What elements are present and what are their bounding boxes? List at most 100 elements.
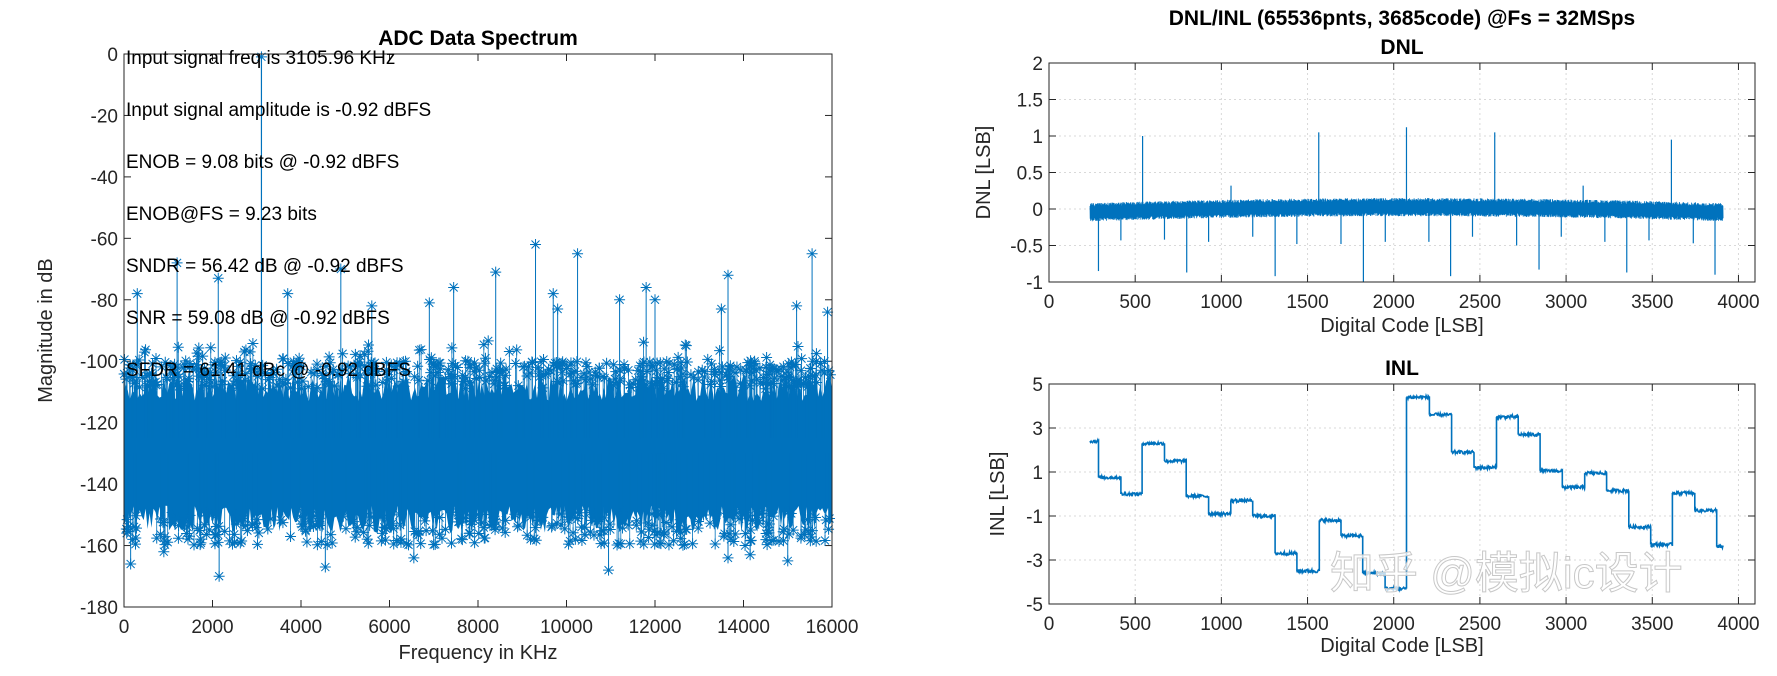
noise-marker [811, 376, 823, 388]
noise-marker [364, 380, 376, 392]
noise-marker [496, 522, 508, 534]
spur-marker [408, 552, 420, 564]
noise-marker [446, 342, 458, 354]
inl-segment [1340, 531, 1364, 574]
y-tick-label: 3 [1032, 419, 1043, 440]
noise-marker [173, 520, 185, 532]
noise-marker [687, 538, 699, 550]
noise-marker [194, 539, 206, 551]
noise-marker [482, 335, 494, 347]
noise-marker [228, 528, 240, 540]
x-axis-label: Frequency in KHz [399, 642, 558, 664]
noise-marker [762, 369, 774, 381]
noise-marker [556, 366, 568, 378]
noise-marker [412, 360, 424, 372]
noise-marker [240, 520, 252, 532]
noise-marker [329, 380, 341, 392]
noise-marker [545, 365, 557, 377]
noise-marker [364, 519, 376, 531]
x-tick-label: 1500 [1286, 292, 1328, 313]
noise-marker [313, 509, 325, 521]
noise-marker [205, 342, 217, 354]
x-tick-label: 10000 [540, 617, 593, 638]
noise-marker [773, 535, 785, 547]
noise-marker [783, 358, 795, 370]
noise-marker [349, 531, 361, 543]
noise-marker [534, 371, 546, 383]
noise-marker [262, 374, 274, 386]
spur-marker [125, 558, 137, 570]
spur-marker [319, 561, 331, 573]
noise-marker [204, 367, 216, 379]
noise-marker [592, 371, 604, 383]
noise-marker [219, 352, 231, 364]
noise-marker [783, 506, 795, 518]
noise-marker [810, 348, 822, 360]
noise-marker [663, 539, 675, 551]
noise-marker [460, 355, 472, 367]
noise-marker [348, 516, 360, 528]
noise-marker [823, 365, 835, 377]
noise-marker [206, 509, 218, 521]
noise-marker [484, 370, 496, 382]
noise-marker [555, 519, 567, 531]
noise-marker [184, 357, 196, 369]
noise-marker [469, 514, 481, 526]
annotation-text: SNR = 59.08 dB @ -0.92 dBFS [126, 308, 390, 329]
noise-marker [641, 366, 653, 378]
noise-marker [486, 519, 498, 531]
noise-marker [392, 380, 404, 392]
noise-marker [224, 535, 236, 547]
noise-marker [630, 519, 642, 531]
noise-marker [364, 368, 376, 380]
noise-marker [232, 376, 244, 388]
spur-marker [649, 294, 661, 306]
noise-marker [358, 526, 370, 538]
noise-marker [536, 370, 548, 382]
noise-marker [218, 360, 230, 372]
inl-segment [1319, 516, 1342, 536]
noise-marker [815, 357, 827, 369]
noise-marker [452, 362, 464, 374]
noise-marker [194, 525, 206, 536]
noise-marker [140, 344, 152, 356]
noise-marker [787, 524, 799, 536]
x-tick-label: 8000 [457, 617, 499, 638]
noise-marker [604, 523, 616, 535]
inl-plot: 0 500 1000 1500 2000 2500 3000 3500 4000 5 3 1 -1 -3 -… [987, 357, 1760, 657]
y-tick-label: -3 [1026, 551, 1043, 572]
noise-marker [696, 364, 708, 376]
noise-marker [458, 512, 470, 524]
noise-marker [611, 376, 623, 388]
noise-marker [240, 368, 252, 380]
noise-marker [810, 369, 822, 381]
noise-marker [772, 365, 784, 377]
noise-marker [209, 538, 221, 550]
noise-marker [294, 511, 306, 523]
noise-marker [428, 539, 440, 551]
noise-marker [709, 538, 721, 550]
noise-marker [193, 342, 205, 354]
x-tick-label: 2000 [191, 617, 233, 638]
inl-segment [1694, 506, 1718, 547]
noise-marker [436, 532, 448, 544]
noise-marker [344, 368, 356, 380]
noise-marker [121, 367, 133, 379]
noise-marker [781, 366, 793, 378]
inl-segment [1362, 568, 1386, 589]
noise-marker [652, 526, 664, 538]
noise-marker [495, 357, 507, 369]
series [1089, 392, 1724, 593]
noise-marker [592, 516, 604, 528]
noise-marker [576, 535, 588, 547]
noise-marker [275, 514, 287, 526]
noise-marker [618, 359, 630, 371]
annotation-text: SFDR = 61.41 dBc @ -0.92 dBFS [126, 360, 411, 381]
inl-segment [1495, 412, 1519, 435]
x-tick-label: 4000 [280, 617, 322, 638]
noise-marker [499, 526, 511, 538]
x-tick-label: 12000 [629, 617, 682, 638]
noise-marker [721, 507, 733, 519]
noise-marker [563, 538, 575, 550]
